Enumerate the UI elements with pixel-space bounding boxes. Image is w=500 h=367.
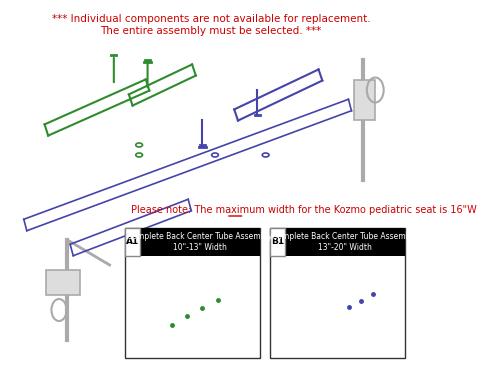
Bar xyxy=(354,80,375,120)
Bar xyxy=(125,228,260,358)
Bar xyxy=(125,228,260,256)
Text: B1: B1 xyxy=(271,237,284,247)
Text: Please note: The maximum width for the Kozmo pediatric seat is 16"W: Please note: The maximum width for the K… xyxy=(130,205,476,215)
Bar xyxy=(46,270,80,295)
Text: A1: A1 xyxy=(126,237,139,247)
Text: *** Individual components are not available for replacement.: *** Individual components are not availa… xyxy=(52,14,370,24)
Bar xyxy=(270,228,285,256)
Text: Complete Back Center Tube Assembly
13"-20" Width: Complete Back Center Tube Assembly 13"-2… xyxy=(272,232,418,252)
Text: Complete Back Center Tube Assembly
10"-13" Width: Complete Back Center Tube Assembly 10"-1… xyxy=(127,232,272,252)
Bar xyxy=(125,228,140,256)
Text: The entire assembly must be selected. ***: The entire assembly must be selected. **… xyxy=(100,26,322,36)
Bar xyxy=(270,228,405,358)
Bar xyxy=(270,228,405,256)
